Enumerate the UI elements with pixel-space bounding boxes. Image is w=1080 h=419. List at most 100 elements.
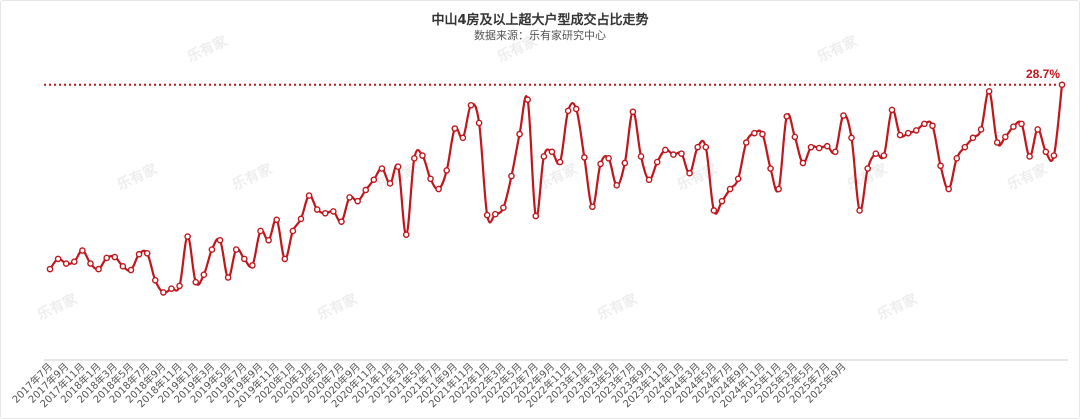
data-point xyxy=(751,129,758,137)
data-point xyxy=(1010,123,1017,130)
data-point xyxy=(273,216,280,224)
data-point xyxy=(621,159,629,167)
data-point xyxy=(848,134,855,142)
data-point xyxy=(686,169,693,177)
watermark-text: 乐有家 xyxy=(845,160,891,194)
data-point xyxy=(491,210,499,218)
watermark-text: 乐有家 xyxy=(875,290,921,324)
data-point xyxy=(459,134,467,142)
data-point xyxy=(953,155,961,162)
data-point xyxy=(564,107,572,115)
data-point xyxy=(321,209,329,217)
data-point xyxy=(937,162,944,170)
watermark-text: 乐有家 xyxy=(495,32,541,66)
data-point xyxy=(176,282,183,290)
data-point xyxy=(151,276,159,284)
data-point xyxy=(969,134,977,142)
data-point xyxy=(791,133,799,141)
data-point xyxy=(289,227,297,235)
watermark-text: 乐有家 xyxy=(115,160,161,194)
data-point xyxy=(249,262,256,269)
watermark-text: 乐有家 xyxy=(675,160,721,194)
data-point xyxy=(54,255,62,263)
data-point xyxy=(540,153,548,160)
reference-line-label: 28.7% xyxy=(1026,67,1060,81)
data-point xyxy=(338,218,345,225)
data-point xyxy=(386,180,394,187)
data-point xyxy=(508,172,515,180)
data-point xyxy=(451,125,459,132)
data-point xyxy=(1058,81,1066,89)
data-point xyxy=(111,253,119,261)
data-point xyxy=(759,130,766,138)
data-point xyxy=(767,165,774,172)
data-point xyxy=(216,236,224,244)
data-point xyxy=(297,215,305,223)
data-point xyxy=(1002,133,1009,141)
data-point xyxy=(135,250,143,258)
data-point xyxy=(742,139,750,146)
data-point xyxy=(160,289,167,296)
data-point xyxy=(240,255,248,263)
data-point xyxy=(402,231,410,238)
watermark-text: 乐有家 xyxy=(230,160,276,194)
data-point xyxy=(880,152,888,159)
data-point xyxy=(921,120,928,128)
data-point xyxy=(1042,148,1050,156)
data-point xyxy=(629,108,637,116)
data-point xyxy=(370,176,378,184)
data-point xyxy=(281,255,289,263)
data-point xyxy=(184,233,191,240)
data-point xyxy=(427,175,434,183)
data-point xyxy=(888,106,896,114)
watermark-text: 乐有家 xyxy=(815,32,861,66)
data-point xyxy=(718,197,726,205)
data-point xyxy=(265,236,272,244)
data-point xyxy=(783,113,791,120)
data-point xyxy=(961,143,969,151)
data-point xyxy=(1034,126,1042,133)
series-line xyxy=(49,84,1064,294)
data-point xyxy=(305,192,313,199)
data-point xyxy=(912,127,920,134)
data-point xyxy=(532,212,540,220)
data-point xyxy=(856,207,863,214)
data-point xyxy=(70,258,78,265)
data-point xyxy=(775,185,782,193)
data-point xyxy=(815,144,823,152)
data-point xyxy=(1050,152,1058,159)
data-point xyxy=(945,185,952,193)
data-point xyxy=(799,159,807,167)
data-point xyxy=(46,265,54,273)
data-point xyxy=(572,105,580,113)
chart-title: 中山4房及以上超大户型成交占比走势 xyxy=(431,13,649,28)
data-point xyxy=(127,266,135,274)
data-point xyxy=(1026,153,1033,160)
data-point xyxy=(702,143,710,151)
data-point xyxy=(589,203,596,211)
data-point xyxy=(985,87,993,95)
data-point xyxy=(411,155,418,162)
data-point xyxy=(200,271,208,279)
data-point xyxy=(419,152,426,159)
data-point xyxy=(726,185,734,193)
data-point xyxy=(330,208,337,215)
data-point xyxy=(872,150,880,157)
data-point xyxy=(864,165,872,172)
watermark-text: 乐有家 xyxy=(315,290,361,324)
data-point xyxy=(662,146,669,154)
watermark-text: 乐有家 xyxy=(595,290,641,324)
data-point xyxy=(597,160,604,168)
data-point xyxy=(896,131,904,139)
data-point xyxy=(257,227,264,235)
data-point xyxy=(807,143,815,151)
data-point xyxy=(208,246,216,253)
data-point xyxy=(62,260,70,267)
data-point xyxy=(840,112,847,119)
data-point xyxy=(823,142,831,150)
data-point xyxy=(362,186,370,194)
data-point xyxy=(694,143,701,151)
watermark-text: 乐有家 xyxy=(1005,160,1051,194)
data-point xyxy=(524,96,531,103)
data-point xyxy=(313,206,321,213)
